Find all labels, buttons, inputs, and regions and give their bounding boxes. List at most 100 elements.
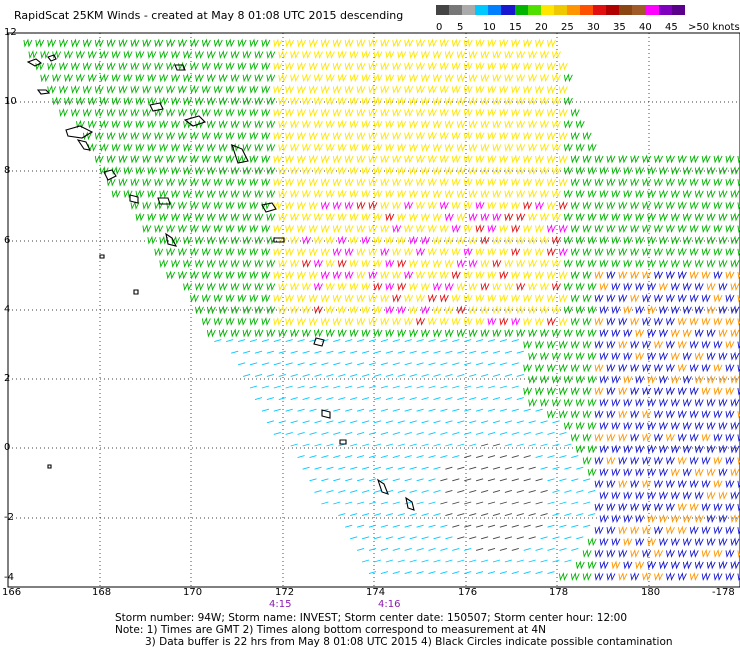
wind-barb xyxy=(558,316,568,326)
wind-barb xyxy=(575,119,585,129)
wind-barb xyxy=(166,200,176,210)
wind-barb xyxy=(76,50,85,60)
wind-barb xyxy=(642,247,652,257)
wind-barb xyxy=(730,189,740,199)
wind-barb xyxy=(392,524,400,528)
wind-barb xyxy=(611,537,621,547)
wind-barb xyxy=(201,316,211,326)
wind-barb xyxy=(368,38,378,48)
wind-barb xyxy=(349,73,359,83)
wind-barb xyxy=(511,385,519,389)
wind-barb xyxy=(166,61,176,71)
wind-barb xyxy=(380,547,389,551)
wind-barb xyxy=(611,351,621,361)
wind-barb xyxy=(499,61,509,71)
wind-barb xyxy=(261,293,271,303)
wind-barb xyxy=(618,456,628,466)
wind-barb xyxy=(201,84,211,94)
wind-barb xyxy=(540,398,550,408)
wind-barb xyxy=(563,73,573,83)
legend-swatch xyxy=(475,5,489,15)
wind-barb xyxy=(523,316,533,326)
wind-barb xyxy=(713,432,723,442)
wind-barb xyxy=(302,350,310,354)
wind-barb xyxy=(587,212,597,222)
wind-barb xyxy=(373,443,382,447)
wind-barb xyxy=(421,513,429,517)
wind-barb xyxy=(249,293,259,303)
wind-barb xyxy=(468,73,478,83)
wind-barb xyxy=(345,478,353,482)
wind-barb xyxy=(325,235,335,245)
wind-barb xyxy=(266,96,276,106)
wind-barb xyxy=(206,212,216,222)
wind-barb xyxy=(368,524,377,528)
island-outline xyxy=(183,115,207,127)
wind-barb xyxy=(392,270,402,280)
wind-barb xyxy=(713,270,723,280)
wind-barb xyxy=(480,96,490,106)
wind-barb xyxy=(213,131,223,141)
wind-barb xyxy=(254,212,264,222)
wind-barb xyxy=(535,386,545,396)
wind-barb xyxy=(487,547,496,551)
wind-barb xyxy=(689,316,699,326)
wind-barb xyxy=(456,235,466,245)
wind-barb xyxy=(337,50,347,60)
wind-barb xyxy=(349,142,359,152)
wind-barb xyxy=(321,501,329,505)
wind-barb xyxy=(249,224,259,234)
wind-barb xyxy=(599,305,609,315)
legend-label: 40 xyxy=(639,22,652,33)
wind-barb xyxy=(409,305,419,315)
wind-barb xyxy=(528,536,536,540)
wind-barb xyxy=(689,502,699,512)
wind-barb xyxy=(701,572,711,582)
wind-barb xyxy=(452,455,460,459)
wind-barb xyxy=(547,547,555,551)
wind-barb xyxy=(218,258,228,268)
wind-barb xyxy=(706,189,716,199)
wind-barb xyxy=(718,258,728,268)
wind-barb xyxy=(397,305,407,315)
wind-barb xyxy=(730,235,740,245)
wind-barb xyxy=(416,270,426,280)
wind-barb xyxy=(416,200,426,210)
wind-barb xyxy=(178,270,188,280)
wind-barb xyxy=(159,50,169,60)
wind-barb xyxy=(373,305,383,315)
wind-barb xyxy=(487,571,496,575)
wind-barb xyxy=(218,166,228,176)
wind-barb xyxy=(499,547,508,551)
wind-barb xyxy=(201,247,211,257)
wind-barb xyxy=(635,421,645,431)
wind-barb xyxy=(332,177,342,187)
wind-barb xyxy=(570,409,580,419)
wind-barb xyxy=(421,489,429,493)
wind-barb xyxy=(142,61,152,71)
wind-barb xyxy=(135,166,145,176)
wind-barb xyxy=(285,270,295,280)
wind-barb xyxy=(547,38,556,48)
wind-barb xyxy=(297,84,307,94)
wind-barb xyxy=(225,61,235,71)
wind-barb xyxy=(385,96,395,106)
wind-barb xyxy=(671,258,680,268)
wind-barb xyxy=(356,524,365,528)
wind-barb xyxy=(587,189,597,199)
wind-barb xyxy=(547,131,556,141)
wind-barb xyxy=(309,362,317,366)
legend-swatch xyxy=(462,5,476,15)
wind-barb xyxy=(516,282,526,292)
wind-barb xyxy=(487,270,497,280)
wind-barb xyxy=(368,408,377,412)
wind-barb xyxy=(338,466,346,470)
island-outline xyxy=(174,64,186,71)
wind-barb xyxy=(213,108,223,118)
legend-swatch xyxy=(501,5,515,15)
legend-swatch xyxy=(593,5,607,15)
wind-barb xyxy=(457,489,465,493)
wind-barb xyxy=(587,398,597,408)
wind-barb xyxy=(575,328,585,338)
wind-barb xyxy=(701,502,711,512)
